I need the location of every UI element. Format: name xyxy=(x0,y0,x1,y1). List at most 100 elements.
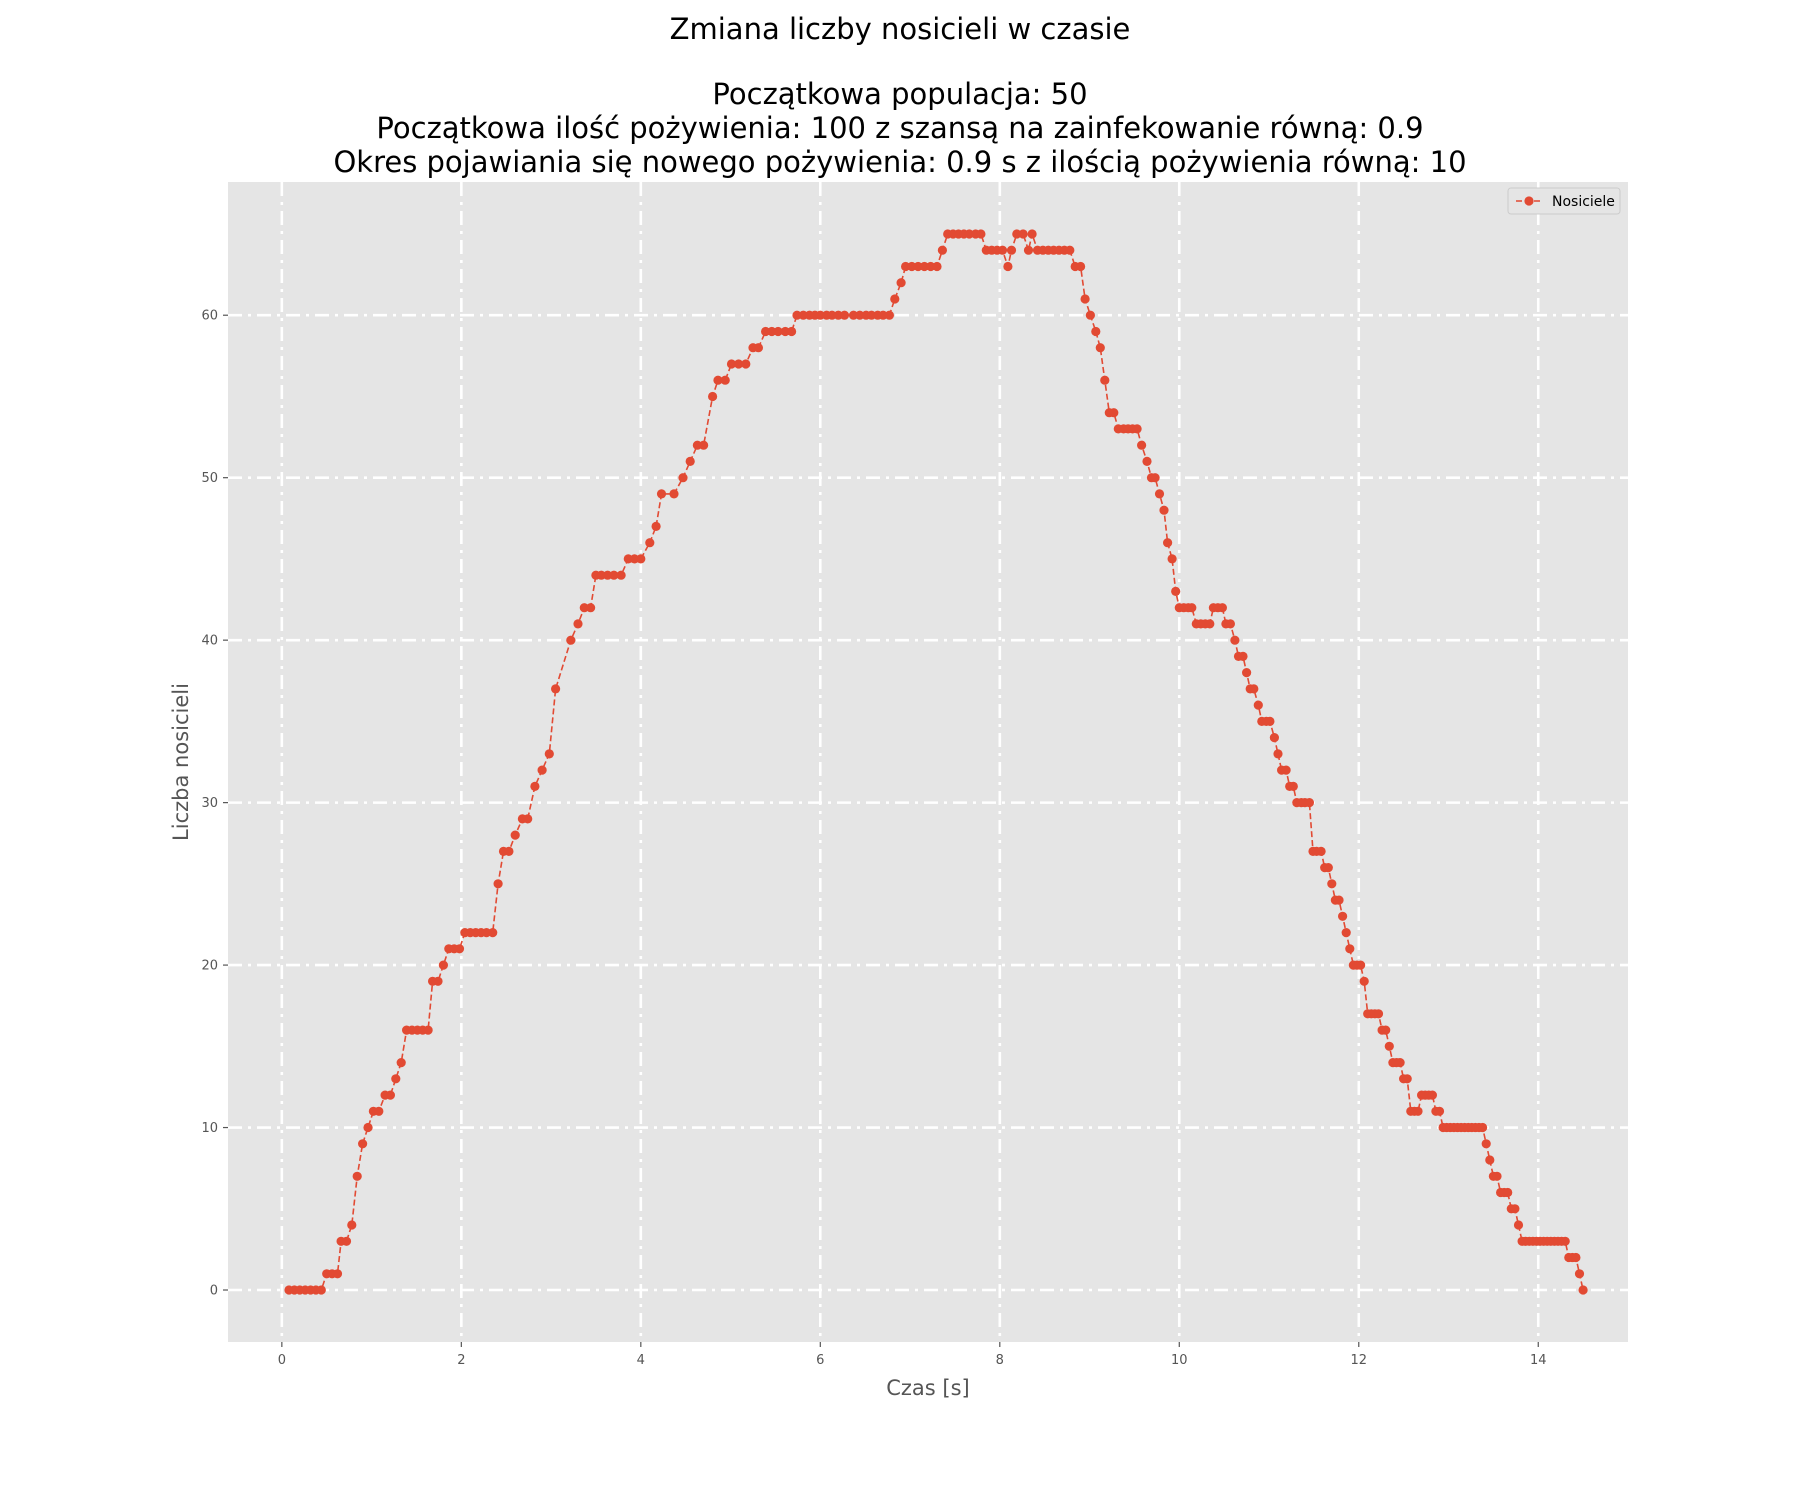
data-point-26 xyxy=(423,1025,433,1035)
data-point-72 xyxy=(726,359,737,369)
data-point-150 xyxy=(1159,505,1169,515)
data-point-32 xyxy=(454,944,465,954)
data-point-213 xyxy=(1402,1074,1412,1084)
data-point-118 xyxy=(1003,261,1013,272)
data-point-201 xyxy=(1359,976,1369,986)
data-point-148 xyxy=(1150,473,1160,483)
data-point-29 xyxy=(438,960,448,970)
data-point-41 xyxy=(504,846,514,857)
data-point-180 xyxy=(1281,765,1291,775)
data-point-80 xyxy=(780,326,790,337)
grid-lines xyxy=(228,182,1628,1342)
data-point-55 xyxy=(603,570,613,580)
data-point-49 xyxy=(566,635,576,645)
y-tick-label-40: 40 xyxy=(201,634,218,649)
data-point-195 xyxy=(1338,911,1348,921)
data-point-208 xyxy=(1384,1041,1394,1051)
data-point-157 xyxy=(1187,603,1197,613)
data-point-78 xyxy=(767,326,777,337)
data-point-136 xyxy=(1095,343,1105,353)
data-point-97 xyxy=(884,310,895,320)
data-point-103 xyxy=(919,261,930,272)
data-point-241 xyxy=(1503,1187,1513,1198)
x-tick-label-14: 14 xyxy=(1530,1353,1547,1368)
data-point-92 xyxy=(855,310,865,320)
data-point-9 xyxy=(332,1269,343,1279)
data-point-102 xyxy=(913,261,923,272)
data-point-69 xyxy=(708,391,718,402)
data-point-197 xyxy=(1345,944,1355,954)
data-point-145 xyxy=(1137,440,1147,450)
data-point-220 xyxy=(1427,1090,1437,1100)
data-point-167 xyxy=(1230,635,1240,645)
data-point-57 xyxy=(616,570,626,580)
data-point-173 xyxy=(1253,700,1263,710)
data-point-68 xyxy=(699,440,709,450)
data-point-70 xyxy=(713,375,723,385)
x-tick-label-0: 0 xyxy=(278,1353,286,1368)
data-point-216 xyxy=(1413,1106,1423,1116)
data-point-42 xyxy=(510,830,520,840)
y-tick-label-30: 30 xyxy=(201,796,218,811)
data-point-19 xyxy=(385,1090,395,1100)
data-point-186 xyxy=(1304,798,1314,808)
data-point-39 xyxy=(493,879,503,889)
data-point-61 xyxy=(645,538,655,548)
data-point-119 xyxy=(1006,245,1017,255)
data-point-91 xyxy=(848,310,859,320)
data-point-63 xyxy=(656,489,667,499)
data-point-120 xyxy=(1012,229,1022,239)
data-point-50 xyxy=(573,619,583,629)
data-point-21 xyxy=(396,1058,406,1068)
data-point-105 xyxy=(932,261,942,272)
data-point-149 xyxy=(1154,489,1165,499)
data-point-90 xyxy=(839,310,850,320)
data-point-11 xyxy=(341,1236,352,1246)
x-tick-label-6: 6 xyxy=(816,1353,824,1368)
data-point-86 xyxy=(815,310,825,320)
data-point-132 xyxy=(1076,261,1086,272)
x-tick-label-10: 10 xyxy=(1171,1353,1188,1368)
x-tick-label-8: 8 xyxy=(996,1353,1004,1368)
data-point-234 xyxy=(1478,1122,1488,1133)
data-point-60 xyxy=(636,554,646,564)
chart-subtitle-line-3: Okres pojawiania się nowego pożywienia: … xyxy=(333,145,1467,179)
data-point-73 xyxy=(734,359,744,369)
chart-subtitle-line-1: Początkowa populacja: 50 xyxy=(712,77,1088,111)
data-point-54 xyxy=(596,570,606,580)
data-point-152 xyxy=(1167,554,1177,564)
data-point-104 xyxy=(926,261,936,272)
data-point-14 xyxy=(358,1139,368,1149)
series-markers xyxy=(284,229,1588,1295)
y-axis-label: Liczba nosicieli xyxy=(169,683,193,841)
data-point-51 xyxy=(579,603,589,613)
data-point-15 xyxy=(363,1122,373,1133)
data-point-6 xyxy=(316,1285,326,1295)
data-point-164 xyxy=(1217,603,1227,613)
data-point-64 xyxy=(669,489,679,499)
data-point-235 xyxy=(1481,1139,1491,1149)
data-point-79 xyxy=(773,326,783,337)
data-point-262 xyxy=(1578,1285,1588,1295)
data-point-169 xyxy=(1238,651,1248,662)
data-point-45 xyxy=(530,781,540,792)
data-point-243 xyxy=(1510,1204,1520,1214)
data-point-47 xyxy=(544,749,554,759)
legend-label: Nosiciele xyxy=(1552,194,1615,210)
data-point-82 xyxy=(792,310,802,320)
data-point-101 xyxy=(907,261,917,272)
data-point-166 xyxy=(1225,619,1235,629)
y-axis-ticks: 0 10 20 30 40 50 60 xyxy=(201,309,228,1299)
data-point-144 xyxy=(1132,424,1142,434)
data-point-211 xyxy=(1395,1058,1405,1068)
data-point-238 xyxy=(1492,1171,1502,1181)
data-point-71 xyxy=(720,375,730,385)
data-point-66 xyxy=(685,456,695,466)
data-point-130 xyxy=(1065,245,1075,255)
data-point-122 xyxy=(1023,245,1034,255)
data-point-62 xyxy=(651,521,661,532)
data-point-48 xyxy=(551,684,561,694)
data-point-151 xyxy=(1163,538,1173,548)
chart-title: Zmiana liczby nosicieli w czasie xyxy=(669,12,1131,46)
